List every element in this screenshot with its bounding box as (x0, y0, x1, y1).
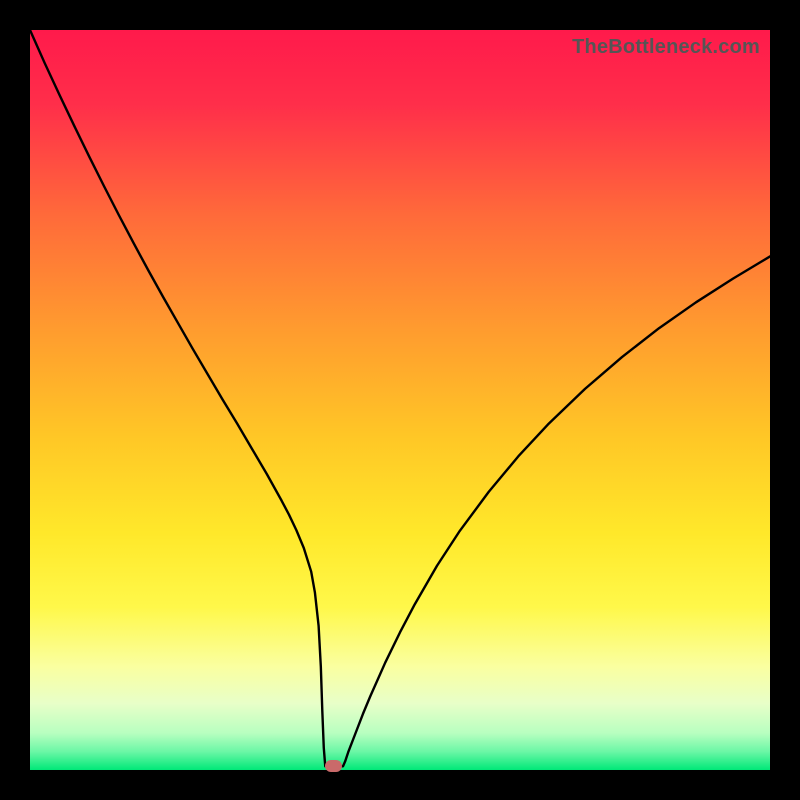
chart-frame: TheBottleneck.com (0, 0, 800, 800)
watermark-text: TheBottleneck.com (572, 36, 760, 59)
bottleneck-curve (30, 30, 770, 770)
plot-area (30, 30, 770, 770)
bottleneck-marker (325, 760, 343, 772)
